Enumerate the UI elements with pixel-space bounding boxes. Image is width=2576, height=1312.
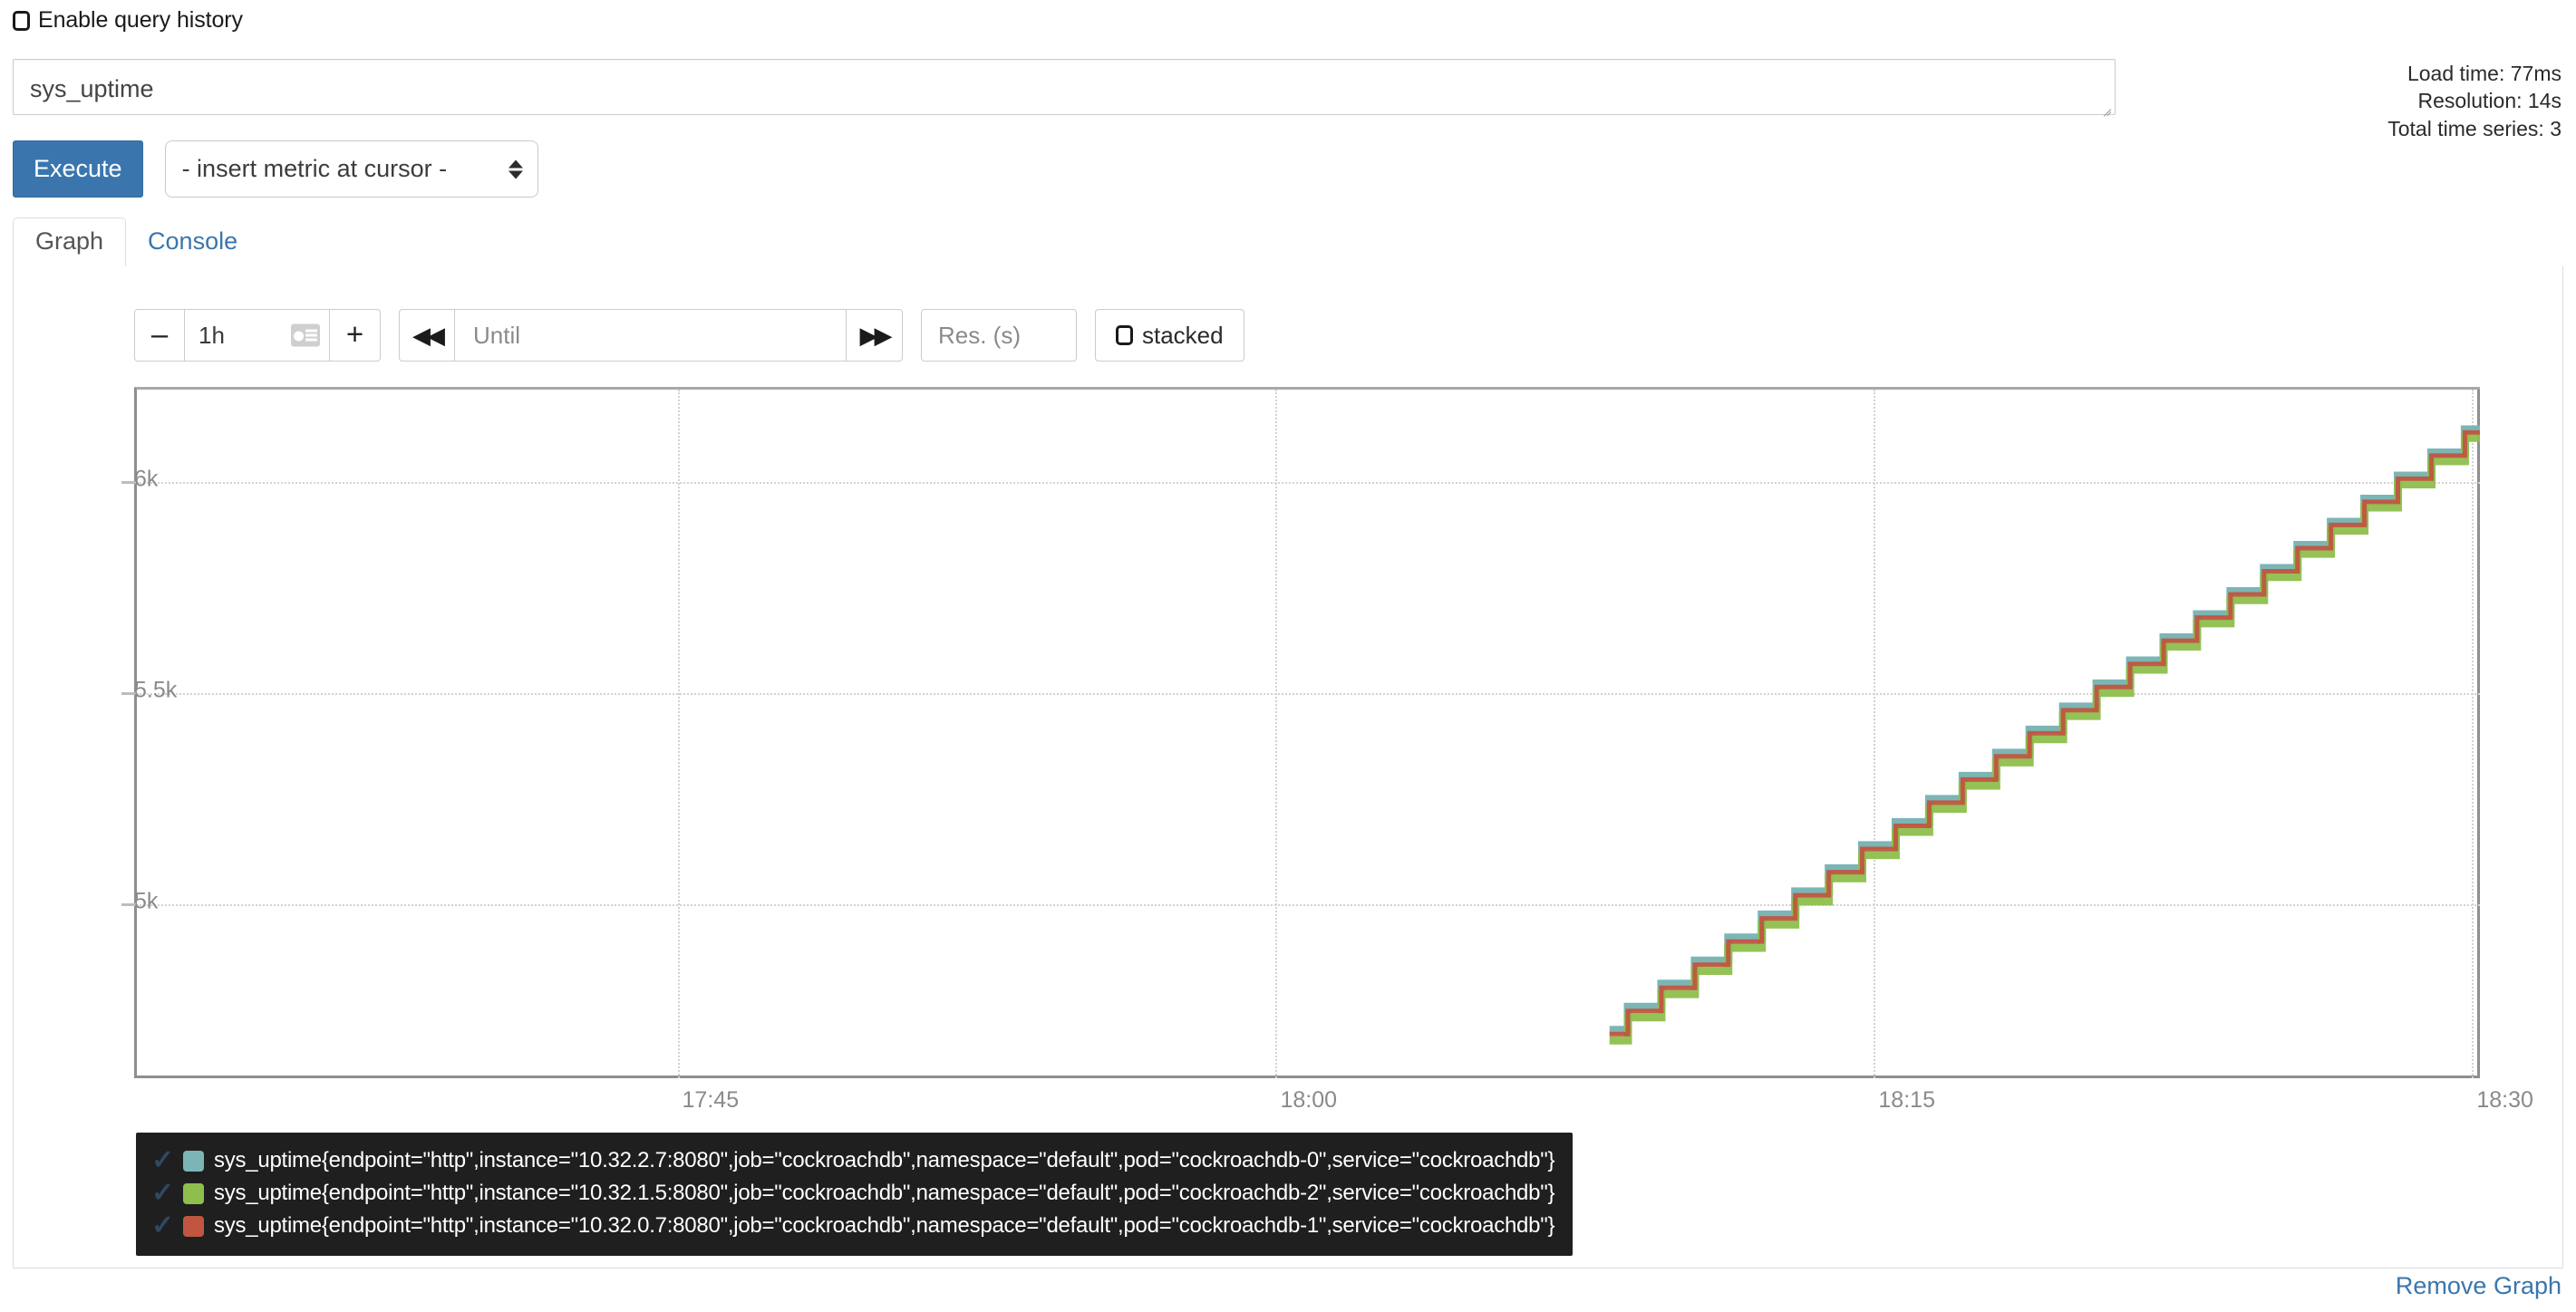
- x-tick-label: 18:30: [2476, 1087, 2533, 1113]
- increase-range-button[interactable]: +: [330, 309, 381, 362]
- series-layer: [1609, 425, 2480, 1045]
- graph-chart: 5k 5.5k 6k 17:45 18:00 18:15 18:30: [121, 387, 2533, 1113]
- gridline-horizontal: [137, 482, 2480, 485]
- until-input-placeholder: Until: [473, 321, 521, 349]
- step-forward-icon[interactable]: ▶▶: [847, 309, 903, 362]
- load-time: Load time: 77ms: [2407, 62, 2561, 85]
- gridline-vertical: [1275, 390, 1278, 1078]
- tab-graph[interactable]: Graph: [13, 217, 127, 268]
- plot-area[interactable]: [121, 387, 2480, 1078]
- legend-item[interactable]: ✓ sys_uptime{endpoint="http",instance="10…: [151, 1210, 1555, 1242]
- total-time-series: Total time series: 3: [2387, 116, 2561, 140]
- stacked-checkbox-icon[interactable]: [1116, 325, 1133, 345]
- series-legend: ✓ sys_uptime{endpoint="http",instance="10…: [136, 1133, 1574, 1256]
- legend-check-icon[interactable]: ✓: [151, 1178, 175, 1208]
- gridline-vertical: [677, 390, 680, 1078]
- enable-query-history-row[interactable]: Enable query history: [13, 9, 243, 32]
- x-tick-label: 18:15: [1878, 1087, 1935, 1113]
- gridline-vertical: [2472, 390, 2474, 1078]
- checkbox-icon[interactable]: [13, 10, 30, 31]
- legend-check-icon[interactable]: ✓: [151, 1211, 175, 1240]
- stacked-label: stacked: [1142, 321, 1224, 349]
- x-tick-label: 17:45: [682, 1087, 740, 1113]
- vcard-icon[interactable]: [291, 323, 320, 347]
- execute-button[interactable]: Execute: [13, 140, 143, 198]
- stacked-toggle[interactable]: stacked: [1095, 309, 1244, 362]
- gridline-horizontal: [137, 692, 2480, 695]
- until-control-group: ◀◀ Until ▶▶: [399, 309, 903, 362]
- step-backward-icon[interactable]: ◀◀: [399, 309, 455, 362]
- resolution-input[interactable]: Res. (s): [921, 309, 1077, 362]
- resolution-input-placeholder: Res. (s): [938, 321, 1021, 349]
- range-input-value: 1h: [199, 321, 225, 349]
- legend-color-swatch: [183, 1150, 204, 1172]
- series-line: [1609, 433, 2480, 1045]
- y-tick-mark: [121, 902, 136, 906]
- legend-color-swatch: [183, 1215, 204, 1237]
- y-tick-mark: [121, 481, 136, 485]
- legend-series-label: sys_uptime{endpoint="http",instance="10.…: [214, 1181, 1555, 1205]
- expression-input-wrapper: [13, 59, 2116, 115]
- enable-query-history-label: Enable query history: [38, 7, 243, 33]
- chevron-updown-icon: [508, 159, 523, 178]
- y-tick-mark: [121, 691, 136, 695]
- gridline-horizontal: [137, 903, 2480, 906]
- legend-item[interactable]: ✓ sys_uptime{endpoint="http",instance="10…: [151, 1144, 1555, 1177]
- legend-item[interactable]: ✓ sys_uptime{endpoint="http",instance="10…: [151, 1177, 1555, 1210]
- resolution-stat: Resolution: 14s: [2417, 89, 2561, 113]
- execute-row: Execute - insert metric at cursor -: [13, 140, 538, 198]
- range-input[interactable]: 1h: [185, 309, 330, 362]
- gridline-vertical: [1874, 390, 1876, 1078]
- legend-series-label: sys_uptime{endpoint="http",instance="10.…: [214, 1148, 1555, 1172]
- graph-controls: – 1h + ◀◀ Until ▶▶ Res. (s) stacked: [134, 309, 1244, 362]
- legend-color-swatch: [183, 1182, 204, 1204]
- panel-tabs: Graph Console: [13, 217, 2563, 268]
- tab-console[interactable]: Console: [148, 227, 238, 255]
- insert-metric-select[interactable]: - insert metric at cursor -: [164, 140, 538, 198]
- remove-graph-link[interactable]: Remove Graph: [2395, 1272, 2561, 1299]
- query-stats: Load time: 77ms Resolution: 14s Total ti…: [2387, 60, 2561, 142]
- expression-input[interactable]: [13, 59, 2116, 115]
- until-input[interactable]: Until: [455, 309, 847, 362]
- decrease-range-button[interactable]: –: [134, 309, 185, 362]
- graph-panel: [13, 266, 2563, 1269]
- insert-metric-select-value: - insert metric at cursor -: [181, 155, 448, 182]
- legend-check-icon[interactable]: ✓: [151, 1145, 175, 1175]
- range-control-group: – 1h +: [134, 309, 381, 362]
- x-tick-label: 18:00: [1280, 1087, 1338, 1113]
- legend-series-label: sys_uptime{endpoint="http",instance="10.…: [214, 1213, 1555, 1238]
- series-line: [1609, 429, 2480, 1037]
